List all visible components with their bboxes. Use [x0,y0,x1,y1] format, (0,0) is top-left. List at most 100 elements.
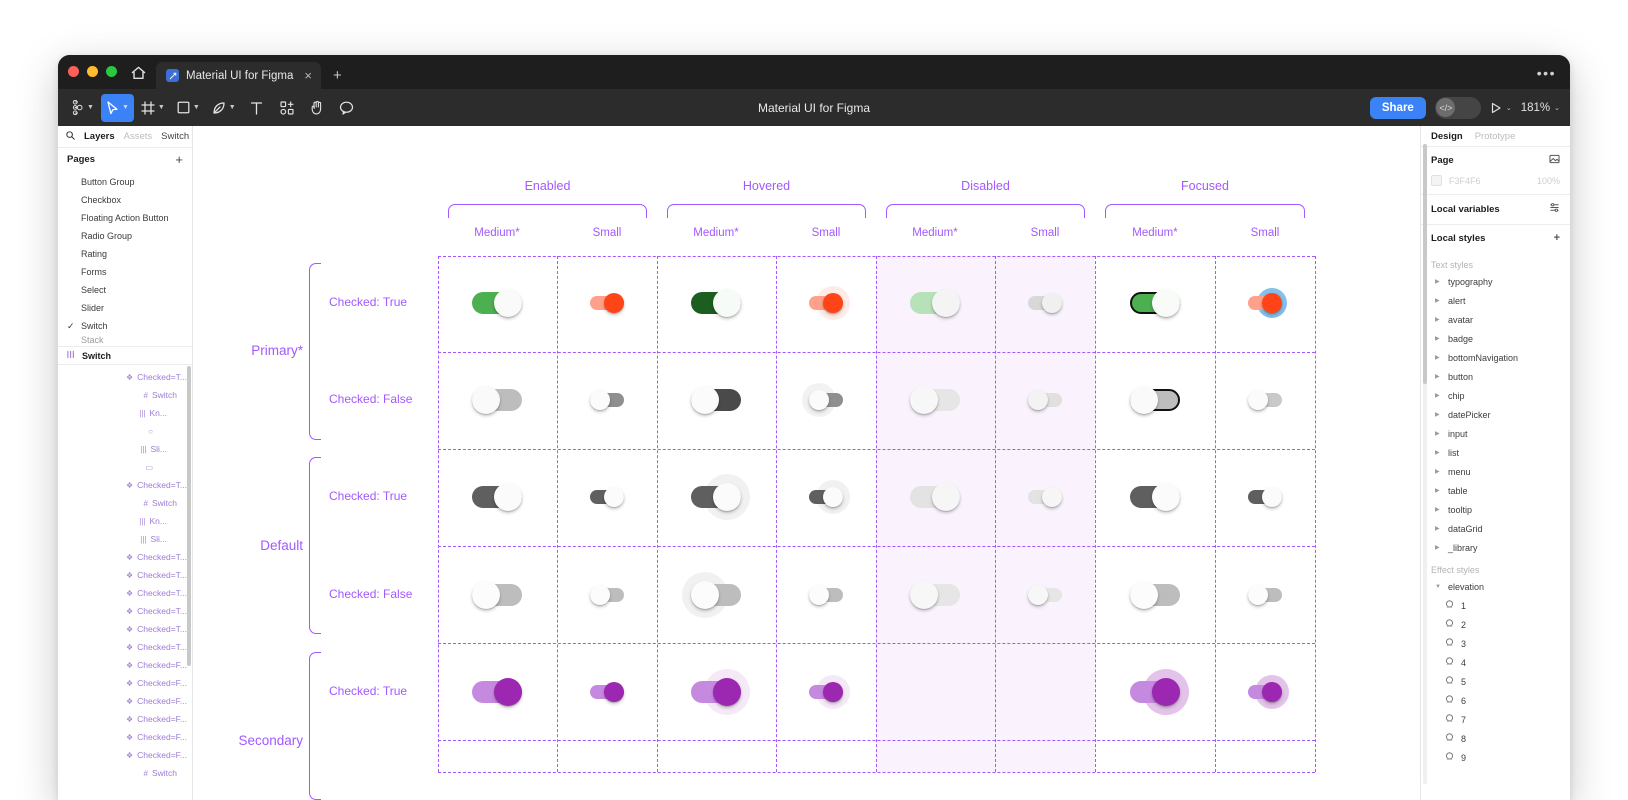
switch-knob[interactable] [691,581,719,609]
layer-row[interactable]: ❖ Checked=T... [58,602,190,620]
text-tool-icon[interactable] [243,94,271,122]
text-style-row[interactable]: ▶ input [1421,424,1570,443]
pen-tool-icon[interactable]: ▼ [207,94,241,122]
switch-knob[interactable] [1152,483,1180,511]
text-style-row[interactable]: ▶ button [1421,367,1570,386]
chevron-right-icon[interactable]: ▶ [1435,393,1440,399]
switch-toggle[interactable] [1130,483,1180,511]
page-item[interactable]: Select [58,281,192,299]
effect-style-row[interactable]: 3 [1421,634,1570,653]
chevron-down-icon[interactable]: ▼ [1435,583,1441,590]
effect-style-row[interactable]: 1 [1421,596,1570,615]
switch-knob[interactable] [494,483,522,511]
layer-row[interactable]: ||| Kn... [58,404,170,422]
switch-knob[interactable] [910,581,938,609]
switch-toggle[interactable] [1130,581,1180,609]
switch-knob[interactable] [590,585,610,605]
chevron-right-icon[interactable]: ▶ [1435,279,1440,285]
close-window-button[interactable] [68,66,79,77]
switch-toggle[interactable] [809,675,850,709]
switch-toggle[interactable] [910,386,960,414]
chevron-right-icon[interactable]: ▶ [1435,412,1440,418]
switch-knob[interactable] [494,678,522,706]
switch-knob[interactable] [1042,487,1062,507]
layer-row[interactable]: ❖ Checked=T... [58,368,190,386]
switch-toggle[interactable] [1248,288,1287,318]
page-item[interactable]: Forms [58,263,192,281]
right-panel-scrollbar[interactable] [1423,144,1427,784]
switch-toggle[interactable] [1028,293,1062,313]
switch-toggle[interactable] [472,678,522,706]
switch-knob[interactable] [910,386,938,414]
switch-toggle[interactable] [1248,675,1289,709]
tab-prototype[interactable]: Prototype [1474,130,1516,142]
page-item[interactable]: Slider [58,299,192,317]
switch-knob[interactable] [1130,386,1158,414]
switch-knob[interactable] [1152,678,1180,706]
figma-canvas[interactable]: Enabled Hovered Disabled Focused Medium* Smal… [193,126,1420,800]
chevron-right-icon[interactable]: ▶ [1435,507,1440,513]
minimize-window-button[interactable] [87,66,98,77]
layer-row[interactable]: # Switch [58,386,180,404]
switch-toggle[interactable] [472,289,522,317]
switch-knob[interactable] [1262,487,1282,507]
switch-toggle[interactable] [1130,669,1189,715]
add-page-button[interactable]: + [175,152,183,167]
color-swatch[interactable] [1431,175,1442,186]
layer-row[interactable]: ○ [58,422,160,440]
switch-knob[interactable] [713,678,741,706]
page-item[interactable]: Radio Group [58,227,192,245]
page-color-row[interactable]: F3F4F6 100% [1431,175,1560,186]
page-item[interactable]: Button Group [58,173,192,191]
image-fill-icon[interactable] [1549,154,1560,167]
tab-assets[interactable]: Assets [123,131,153,142]
switch-knob[interactable] [691,386,719,414]
switch-knob[interactable] [932,289,960,317]
layer-row[interactable]: ❖ Checked=F... [58,692,190,710]
switch-toggle[interactable] [691,669,750,715]
switch-toggle[interactable] [809,585,843,605]
chevron-right-icon[interactable]: ▶ [1435,469,1440,475]
switch-toggle[interactable] [910,581,960,609]
text-style-row[interactable]: ▶ chip [1421,386,1570,405]
chevron-right-icon[interactable]: ▶ [1435,298,1440,304]
layer-row[interactable]: ❖ Checked=T... [58,476,190,494]
text-style-row[interactable]: ▶ table [1421,481,1570,500]
switch-knob[interactable] [604,487,624,507]
present-button[interactable]: ⌄ [1490,102,1512,114]
home-icon[interactable] [126,62,150,84]
layer-row[interactable]: ❖ Checked=T... [58,566,190,584]
maximize-window-button[interactable] [106,66,117,77]
layer-row[interactable]: ❖ Checked=T... [58,638,190,656]
switch-knob[interactable] [823,682,843,702]
chevron-right-icon[interactable]: ▶ [1435,488,1440,494]
left-panel-scrollbar[interactable] [187,366,191,666]
layers-root-header[interactable]: Switch [58,346,192,365]
tab-material-ui-for-figma[interactable]: Material UI for Figma × [156,62,321,89]
switch-knob[interactable] [1042,293,1062,313]
frame-tool-icon[interactable]: ▼ [136,94,170,122]
chevron-right-icon[interactable]: ▶ [1435,545,1440,551]
page-selector[interactable]: Switch ▲ [161,131,192,142]
plus-icon[interactable]: + [1553,232,1560,244]
figma-menu-icon[interactable]: ▼ [66,94,99,122]
effect-style-row[interactable]: 9 [1421,748,1570,767]
switch-toggle[interactable] [809,480,850,514]
layer-row[interactable]: ❖ Checked=T... [58,620,190,638]
dev-mode-toggle[interactable]: </> [1434,96,1481,119]
switch-toggle[interactable] [682,572,741,618]
text-style-row[interactable]: ▶ typography [1421,272,1570,291]
switch-knob[interactable] [604,293,624,313]
chevron-right-icon[interactable]: ▶ [1435,526,1440,532]
switch-knob[interactable] [1262,293,1282,313]
switch-knob[interactable] [472,386,500,414]
switch-toggle[interactable] [590,390,624,410]
switch-toggle[interactable] [590,682,624,702]
switch-toggle[interactable] [1248,390,1282,410]
effect-style-row[interactable]: 6 [1421,691,1570,710]
variables-icon[interactable] [1549,202,1560,216]
page-item[interactable]: Stack [58,335,192,344]
text-style-row[interactable]: ▶ datePicker [1421,405,1570,424]
layer-row[interactable]: ❖ Checked=F... [58,710,190,728]
switch-toggle[interactable] [691,386,741,414]
